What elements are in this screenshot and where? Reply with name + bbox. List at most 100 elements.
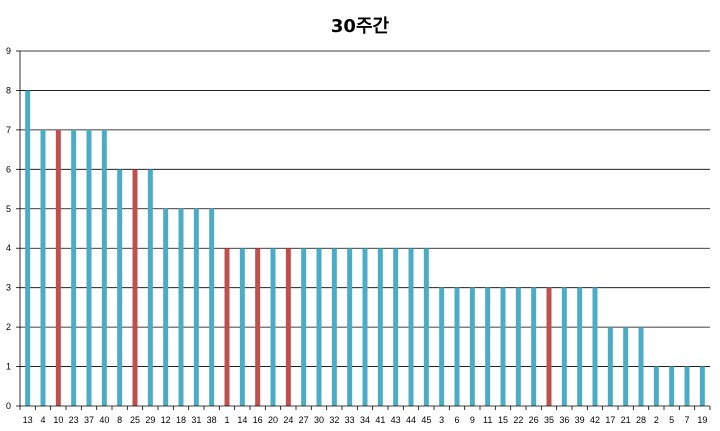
- x-tick-label: 39: [575, 415, 585, 425]
- bar-17: [607, 327, 613, 406]
- bar-14: [239, 248, 245, 406]
- x-tick-label: 37: [84, 415, 94, 425]
- bar-40: [101, 129, 107, 406]
- x-tick-label: 6: [454, 415, 459, 425]
- x-tick-label: 43: [391, 415, 401, 425]
- bar-28: [638, 327, 644, 406]
- bar-6: [454, 287, 460, 406]
- y-tick-labels: 0 1 2 3 4 5 6 7 8 9: [6, 46, 11, 411]
- bar-2: [653, 366, 659, 406]
- x-tick-label: 13: [23, 415, 33, 425]
- x-tick-label: 9: [470, 415, 475, 425]
- x-tick-label: 30: [314, 415, 324, 425]
- bar-1: [224, 248, 230, 406]
- chart-title: 30주간: [330, 16, 390, 37]
- x-tick-label: 31: [191, 415, 201, 425]
- bar-35: [546, 287, 552, 406]
- bar-15: [500, 287, 506, 406]
- x-tick-label: 21: [621, 415, 631, 425]
- x-tick-label: 14: [237, 415, 247, 425]
- x-tick-label: 24: [283, 415, 293, 425]
- bar-5: [669, 366, 675, 406]
- bar-13: [25, 90, 31, 406]
- bar-32: [331, 248, 337, 406]
- bar-10: [55, 129, 61, 406]
- x-tick-label: 7: [684, 415, 689, 425]
- bar-12: [163, 208, 169, 406]
- bar-9: [469, 287, 475, 406]
- x-tick-label: 10: [53, 415, 63, 425]
- y-tick-label: 0: [6, 401, 11, 411]
- x-tick-label: 3: [439, 415, 444, 425]
- x-tick-label: 2: [654, 415, 659, 425]
- x-tick-label: 45: [421, 415, 431, 425]
- x-tick-label: 16: [253, 415, 263, 425]
- x-tick-label: 15: [498, 415, 508, 425]
- x-tick-label: 33: [345, 415, 355, 425]
- bar-7: [684, 366, 690, 406]
- x-tick-label: 4: [40, 415, 45, 425]
- axes: [16, 50, 711, 410]
- x-tick-label: 40: [99, 415, 109, 425]
- bar-42: [592, 287, 598, 406]
- x-tick-label: 8: [117, 415, 122, 425]
- bar-36: [561, 287, 567, 406]
- bar-34: [362, 248, 368, 406]
- bar-39: [577, 287, 583, 406]
- bar-26: [531, 287, 537, 406]
- x-tick-label: 27: [299, 415, 309, 425]
- x-tick-label: 38: [207, 415, 217, 425]
- x-tick-label: 23: [69, 415, 79, 425]
- bar-38: [209, 208, 215, 406]
- bar-23: [71, 129, 77, 406]
- bars: [25, 90, 705, 406]
- bar-45: [423, 248, 429, 406]
- x-tick-label: 44: [406, 415, 416, 425]
- bar-4: [40, 129, 46, 406]
- y-tick-label: 7: [6, 125, 11, 135]
- x-tick-label: 5: [669, 415, 674, 425]
- bar-19: [699, 366, 705, 406]
- x-tick-label: 22: [513, 415, 523, 425]
- x-tick-label: 17: [605, 415, 615, 425]
- bar-44: [408, 248, 414, 406]
- x-tick-label: 41: [375, 415, 385, 425]
- bar-31: [193, 208, 199, 406]
- bar-22: [515, 287, 521, 406]
- y-tick-label: 1: [6, 362, 11, 372]
- bar-24: [285, 248, 291, 406]
- y-tick-label: 9: [6, 46, 11, 56]
- x-tick-label: 11: [483, 415, 492, 425]
- y-tick-label: 2: [6, 322, 11, 332]
- bar-37: [86, 129, 92, 406]
- x-tick-label: 35: [544, 415, 554, 425]
- bar-16: [255, 248, 261, 406]
- x-tick-label: 1: [224, 415, 229, 425]
- x-tick-label: 34: [360, 415, 370, 425]
- x-tick-label: 19: [697, 415, 707, 425]
- bar-43: [393, 248, 399, 406]
- bar-21: [623, 327, 629, 406]
- bar-25: [132, 169, 138, 406]
- x-tick-labels: 13 4 10 23 37 40 8 25 29 12 18 31 38 1 14 16 20 24 27 30 32 3…: [23, 415, 708, 425]
- x-tick-label: 32: [329, 415, 339, 425]
- bar-20: [270, 248, 276, 406]
- x-tick-label: 36: [559, 415, 569, 425]
- y-tick-label: 4: [6, 243, 11, 253]
- y-tick-label: 3: [6, 283, 11, 293]
- x-tick-label: 18: [176, 415, 186, 425]
- bar-8: [117, 169, 123, 406]
- y-tick-label: 5: [6, 204, 11, 214]
- bar-41: [377, 248, 383, 406]
- bar-29: [147, 169, 153, 406]
- y-tick-label: 8: [6, 85, 11, 95]
- x-tick-label: 29: [145, 415, 155, 425]
- x-tick-label: 20: [268, 415, 278, 425]
- bar-11: [485, 287, 491, 406]
- bar-27: [301, 248, 307, 406]
- x-tick-label: 25: [130, 415, 140, 425]
- bar-3: [439, 287, 445, 406]
- bar-33: [347, 248, 353, 406]
- bar-18: [178, 208, 184, 406]
